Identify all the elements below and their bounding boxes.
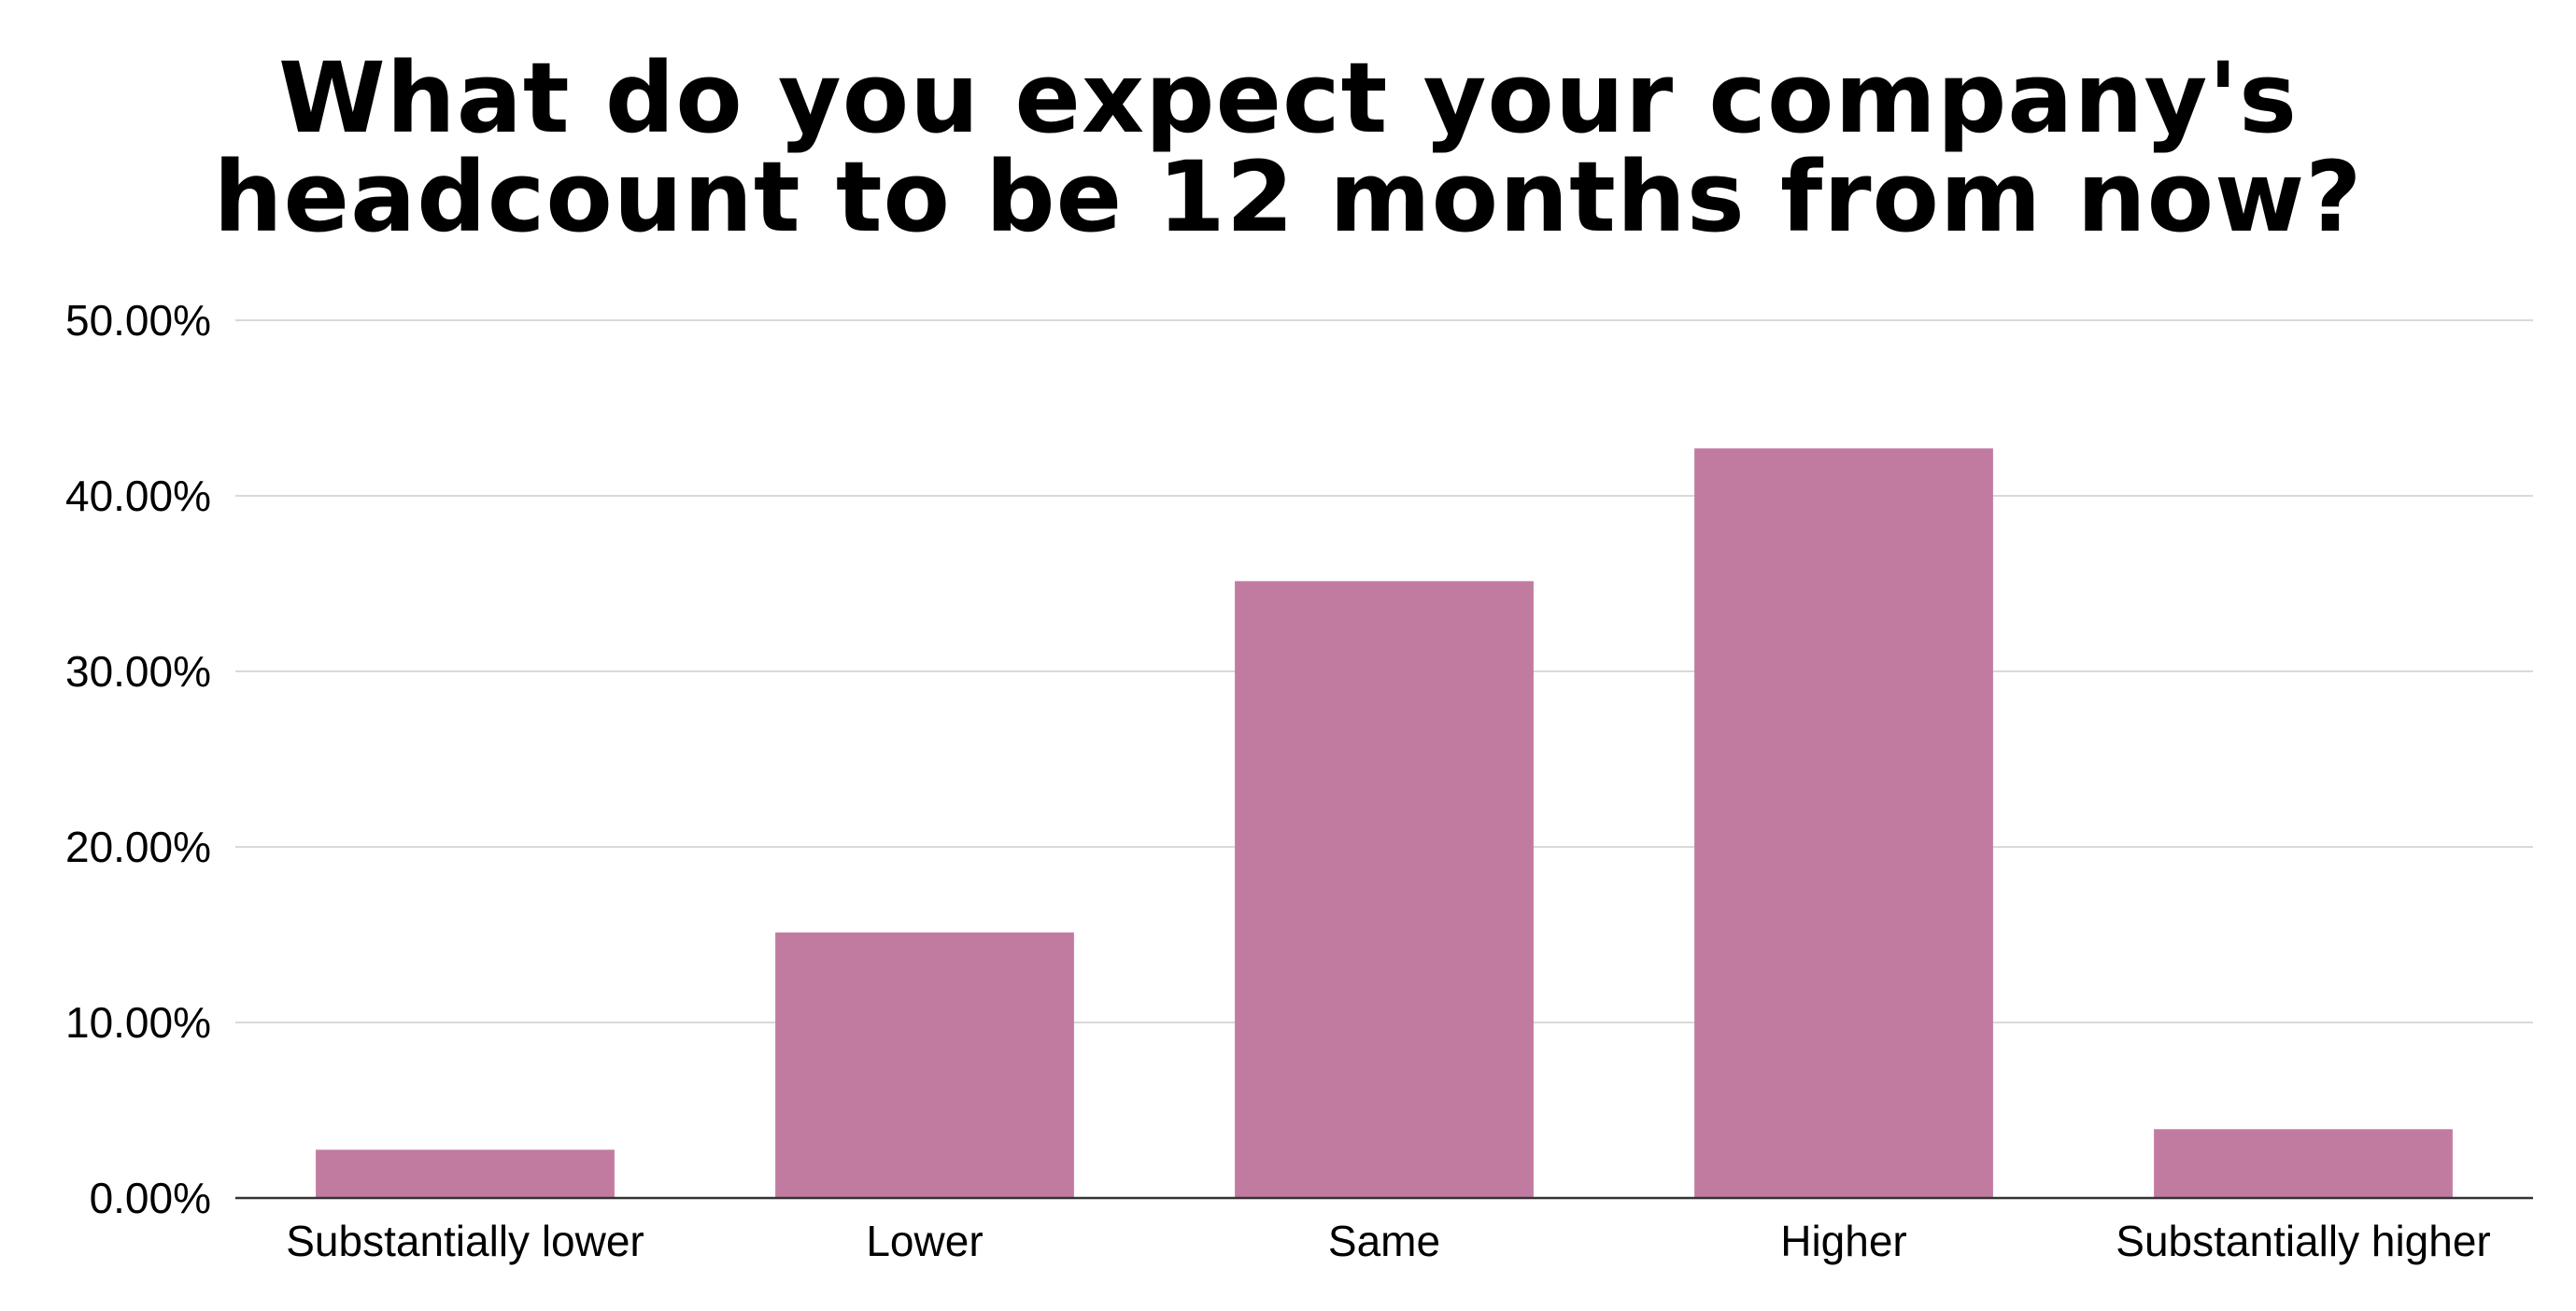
chart-title: What do you expect your company's headco…: [0, 49, 2576, 247]
bar: [316, 1149, 615, 1198]
bars: [316, 448, 2453, 1198]
x-category-label: Substantially lower: [286, 1217, 644, 1265]
bar: [775, 932, 1074, 1198]
bar: [1235, 581, 1534, 1198]
y-tick-label: 10.00%: [65, 998, 211, 1047]
bar: [2154, 1129, 2453, 1198]
y-tick-label: 40.00%: [65, 472, 211, 520]
chart-title-line-1: What do you expect your company's: [277, 41, 2299, 155]
chart-title-line-2: headcount to be 12 months from now?: [213, 140, 2363, 254]
y-axis-ticks: 0.00% 10.00% 20.00% 30.00% 40.00% 50.00%: [65, 296, 211, 1222]
y-tick-label: 50.00%: [65, 296, 211, 345]
y-tick-label: 30.00%: [65, 647, 211, 696]
bar: [1694, 448, 1993, 1198]
y-tick-label: 20.00%: [65, 823, 211, 871]
x-axis-labels: Substantially lower Lower Same Higher Substa…: [286, 1217, 2491, 1265]
x-category-label: Higher: [1780, 1217, 1907, 1265]
x-category-label: Lower: [866, 1217, 983, 1265]
x-category-label: Same: [1328, 1217, 1440, 1265]
x-category-label: Substantially higher: [2116, 1217, 2490, 1265]
y-tick-label: 0.00%: [90, 1174, 211, 1222]
